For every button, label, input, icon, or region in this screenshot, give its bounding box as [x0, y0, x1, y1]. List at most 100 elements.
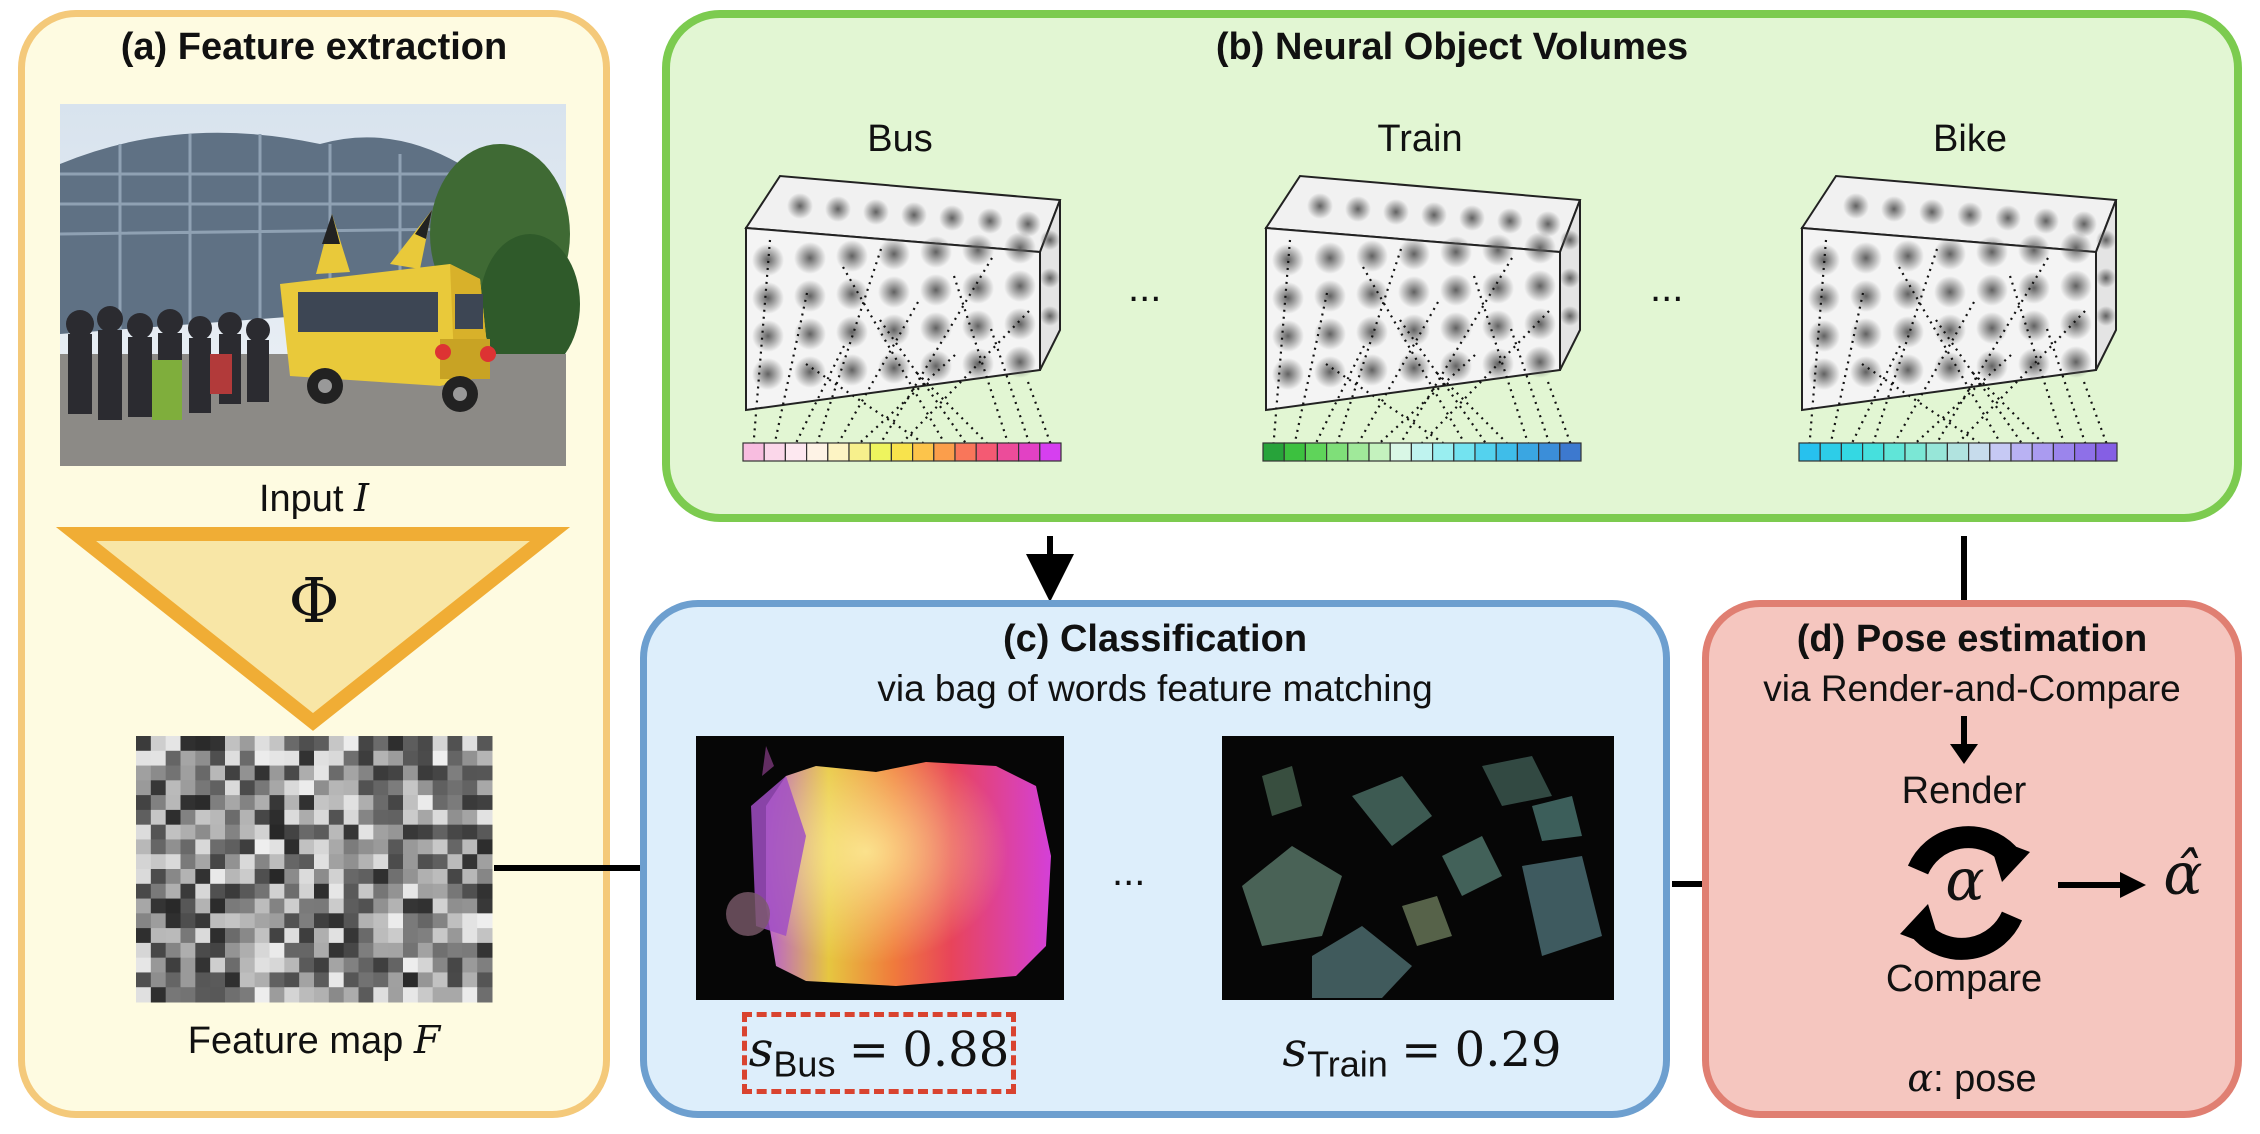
feature-map-cell: [343, 780, 359, 796]
feature-map-cell: [417, 736, 434, 752]
feature-map-cell: [314, 750, 330, 767]
pose-estimation-panel: [1702, 600, 2242, 1118]
volume-correspondence-line: [1893, 301, 1975, 444]
volume-feature-blob: [1560, 268, 1580, 288]
feature-map-cell: [150, 809, 167, 826]
feature-map-cell: [284, 928, 300, 944]
feature-map-image: [136, 736, 493, 1003]
feature-map-cell: [388, 854, 404, 870]
feature-map-cell: [254, 987, 270, 1003]
bus-score: sBus = 0.88: [742, 1022, 1016, 1086]
volume-feature-blob: [2060, 232, 2092, 264]
volume-feature-blob: [752, 282, 784, 314]
feature-map-cell: [477, 883, 493, 900]
bus-score-value: 0.88: [902, 1022, 1010, 1078]
feature-map-cell: [299, 839, 315, 855]
feature-map-cell: [239, 795, 256, 811]
volume-feature-blob: [1497, 208, 1523, 234]
feature-map-cell: [447, 913, 463, 929]
feature-map-cell: [210, 869, 226, 885]
volume-feature-blob: [1524, 232, 1556, 264]
feature-map-cell: [299, 957, 315, 973]
feature-map-cell: [150, 987, 167, 1003]
feature-map-cell: [328, 869, 345, 885]
volume-correspondence-line: [952, 275, 1010, 444]
bike-volume: [1798, 174, 2118, 462]
volume-feature-blob: [1808, 282, 1840, 314]
feature-map-cell: [180, 928, 196, 944]
feature-map-cell: [284, 839, 300, 855]
volume-feature-blob: [1524, 270, 1556, 302]
volume-feature-blob: [1314, 280, 1346, 312]
feature-map-cell: [403, 913, 419, 929]
volume-correspondence-line: [1472, 275, 1530, 444]
feature-map-cell: [239, 987, 256, 1003]
feature-map-cell: [477, 750, 493, 767]
feature-map-cell: [195, 736, 211, 752]
volume-feature-blob: [1314, 356, 1346, 388]
bus-score-highlight-box: [742, 1012, 1016, 1094]
feature-map-cell: [373, 750, 389, 767]
feature-map-cell: [210, 780, 226, 796]
feature-map-cell: [373, 736, 389, 752]
bus-score-symbol: s: [748, 1022, 774, 1078]
feature-map-cell: [210, 987, 226, 1003]
feature-map-cell: [314, 957, 330, 973]
volume-feature-blob: [1850, 242, 1882, 274]
render-label: Render: [1901, 770, 2027, 812]
feature-map-cell: [477, 869, 493, 885]
feature-map-cell: [462, 957, 478, 973]
feature-map-cell: [388, 869, 404, 885]
feature-map-cell: [254, 839, 270, 855]
feature-map-cell: [299, 972, 315, 988]
feature-map-cell: [254, 957, 270, 973]
feature-map-cell: [225, 972, 241, 988]
volume-feature-blob: [1560, 306, 1580, 326]
volume-correspondence-line: [1898, 266, 2002, 444]
volume-feature-blob: [1843, 193, 1869, 219]
feature-map-cell: [462, 795, 478, 811]
volume-feature-blob: [1398, 238, 1430, 270]
volume-feature-blob: [1808, 320, 1840, 352]
feature-map-cell: [136, 795, 152, 811]
feature-map-cell: [314, 736, 330, 752]
feature-map-cell: [373, 883, 389, 900]
volume-feature-blob: [1356, 278, 1388, 310]
feature-map-cell: [150, 972, 167, 988]
feature-map-cell: [358, 869, 374, 885]
feature-map-cell: [195, 913, 211, 929]
feature-map-cell: [432, 780, 448, 796]
volume-correspondence-line: [1421, 310, 1550, 444]
feature-map-cell: [373, 957, 389, 973]
feature-map-cell: [239, 736, 256, 752]
pose-output-arrow: [2058, 872, 2146, 898]
feature-map-cell: [254, 809, 270, 826]
volume-feature-blob: [1040, 268, 1060, 288]
feature-map-cell: [284, 750, 300, 767]
train-score-symbol: s: [1282, 1022, 1308, 1078]
volume-correspondence-line: [1935, 257, 2049, 444]
feature-map-cell: [343, 809, 359, 826]
feature-map-cell: [165, 987, 181, 1003]
volume-feature-blob: [1004, 346, 1036, 378]
feature-map-cell: [388, 839, 404, 855]
feature-map-cell: [388, 750, 404, 767]
volume-feature-blob: [1535, 211, 1561, 237]
feature-map-cell: [284, 795, 300, 811]
feature-map-cell: [358, 839, 374, 855]
feature-map-label-text: Feature map: [187, 1020, 404, 1062]
feature-map-cell: [254, 854, 270, 870]
feature-map-cell: [477, 913, 493, 929]
feature-map-cell: [314, 898, 330, 914]
feature-map-cell: [388, 883, 404, 900]
feature-map-cell: [403, 750, 419, 767]
volume-feature-blob: [1307, 193, 1333, 219]
feature-map-cell: [432, 928, 448, 944]
volume-feature-blob: [2096, 268, 2116, 288]
volume-correspondence-line: [752, 239, 772, 444]
feature-map-cell: [314, 883, 330, 900]
feature-map-cell: [432, 869, 448, 885]
feature-map-cell: [180, 987, 196, 1003]
feature-map-cell: [136, 736, 152, 752]
feature-map-cell: [403, 987, 419, 1003]
